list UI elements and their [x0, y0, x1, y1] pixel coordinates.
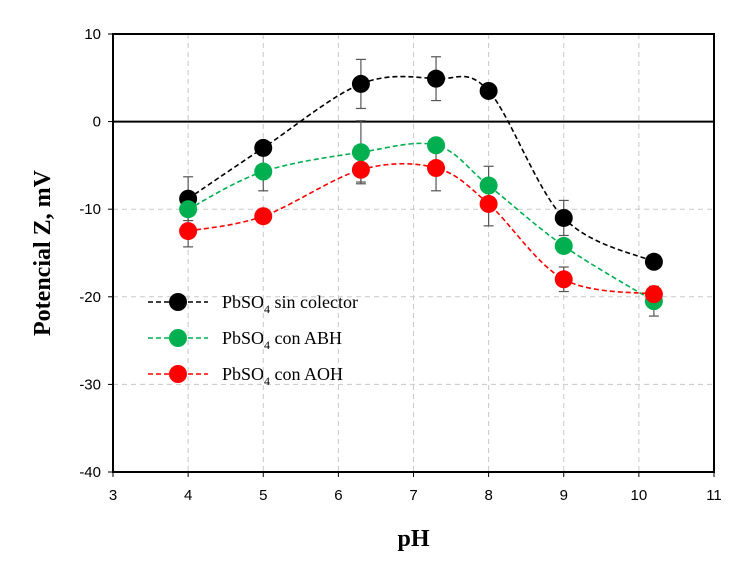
legend-marker [169, 329, 187, 347]
data-point-series-1 [351, 143, 370, 162]
x-tick-labels: 3 4 5 6 7 8 9 10 11 [109, 472, 722, 504]
series-curves [187, 75, 655, 302]
y-tick-label: -40 [79, 464, 101, 481]
data-point-series-2 [427, 159, 446, 178]
data-point-series-2 [644, 285, 663, 304]
data-point-series-2 [554, 270, 573, 289]
x-tick-label: 10 [631, 487, 648, 504]
x-tick-label: 11 [706, 487, 722, 504]
error-bars [183, 56, 659, 317]
x-tick-label: 5 [259, 487, 267, 504]
data-point-series-1 [479, 176, 498, 195]
x-axis-title: pH [397, 526, 429, 552]
legend: PbSO4 sin colector PbSO4 con ABH PbSO4 con… [148, 292, 358, 388]
y-tick-labels: 10 0 -10 -20 -30 -40 [79, 26, 113, 481]
data-point-series-1 [427, 136, 446, 155]
data-point-series-2 [179, 222, 198, 241]
x-tick-label: 3 [109, 487, 117, 504]
x-tick-label: 8 [484, 487, 492, 504]
data-point-series-1 [254, 162, 273, 181]
x-tick-label: 7 [409, 487, 417, 504]
data-point-series-2 [351, 160, 370, 179]
y-tick-label: 10 [84, 26, 101, 43]
x-tick-label: 6 [334, 487, 342, 504]
legend-label: PbSO4 con ABH [222, 328, 342, 352]
data-point-series-2 [479, 194, 498, 213]
data-point-series-0 [554, 208, 573, 227]
legend-label: PbSO4 sin colector [222, 292, 358, 316]
data-point-series-1 [179, 200, 198, 219]
y-tick-label: 0 [93, 114, 101, 131]
y-tick-label: -30 [79, 376, 101, 393]
data-point-series-0 [427, 69, 446, 88]
legend-marker [169, 293, 187, 311]
legend-label: PbSO4 con AOH [222, 364, 343, 388]
x-tick-label: 9 [560, 487, 568, 504]
y-tick-label: -20 [79, 289, 101, 306]
data-point-series-0 [644, 252, 663, 271]
data-point-series-0 [351, 74, 370, 93]
data-point-series-1 [554, 236, 573, 255]
data-point-series-0 [479, 81, 498, 100]
data-points [179, 69, 663, 311]
data-point-series-0 [254, 138, 273, 157]
data-point-series-2 [254, 207, 273, 226]
legend-marker [169, 365, 187, 383]
y-tick-label: -10 [79, 201, 101, 218]
y-axis-title: Potencial Z, mV [30, 169, 56, 336]
gridlines [113, 34, 714, 472]
series-line-2 [187, 162, 655, 295]
x-tick-label: 4 [184, 487, 192, 504]
